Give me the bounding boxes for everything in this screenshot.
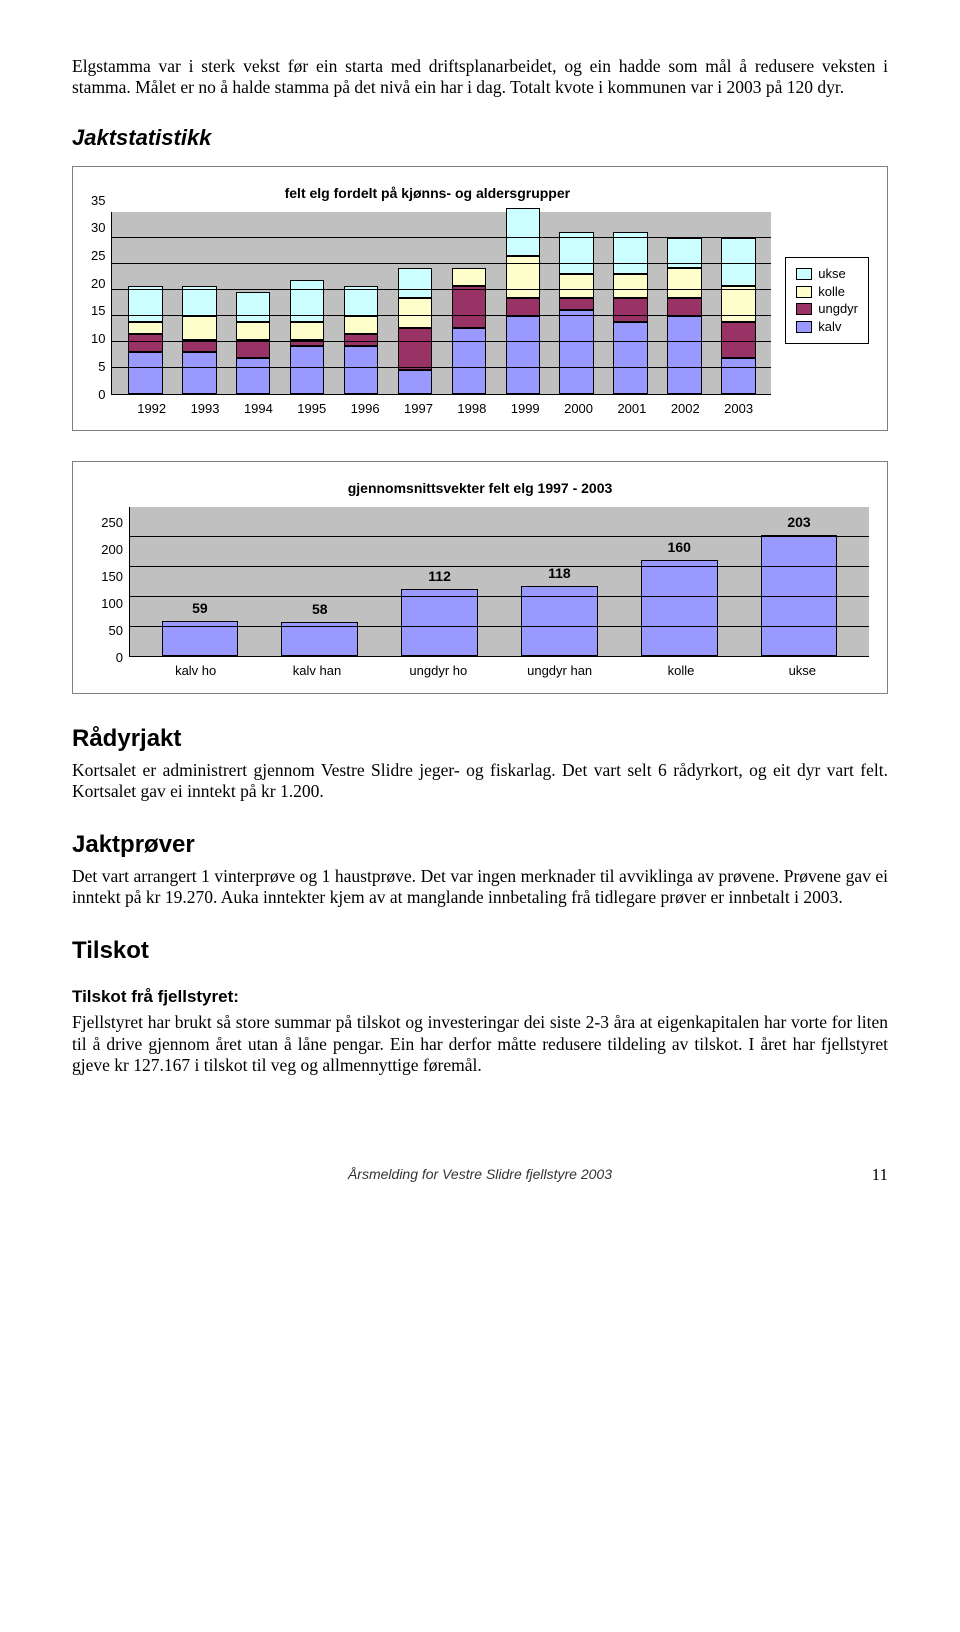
legend-kalv: kalv — [796, 319, 858, 335]
bar-ungdyr-ho: 112 — [380, 589, 500, 656]
chart1-x-axis: 1992199319941995199619971998199920002001… — [119, 395, 771, 417]
heading-jaktprover: Jaktprøver — [72, 830, 888, 859]
chart-avg-weights: gjennomsnittsvekter felt elg 1997 - 2003… — [72, 461, 888, 694]
page-footer: Årsmelding for Vestre Slidre fjellstyre … — [72, 1166, 888, 1183]
legend-ukse: ukse — [796, 266, 858, 282]
bar-1994 — [226, 292, 280, 394]
chart1-title: felt elg fordelt på kjønns- og aldersgru… — [83, 185, 771, 202]
heading-jaktstatistikk: Jaktstatistikk — [72, 125, 888, 152]
bar-2001 — [604, 232, 658, 394]
legend-kolle: kolle — [796, 284, 858, 300]
chart2-title: gjennomsnittsvekter felt elg 1997 - 2003 — [91, 480, 869, 497]
bar-1998 — [442, 268, 496, 394]
bar-1997 — [388, 268, 442, 394]
heading-radyrjakt: Rådyrjakt — [72, 724, 888, 753]
chart1-y-axis: 35302520151050 — [91, 185, 111, 395]
bar-1996 — [334, 286, 388, 394]
bar-1995 — [280, 280, 334, 394]
jaktprover-paragraph: Det vart arrangert 1 vinterprøve og 1 ha… — [72, 866, 888, 909]
legend-ungdyr: ungdyr — [796, 301, 858, 317]
chart1-legend: ukse kolleungdyr kalv — [785, 257, 869, 344]
page-number: 11 — [872, 1165, 888, 1186]
chart2-y-axis: 250200150100500 — [91, 507, 129, 657]
bar-1992 — [118, 286, 172, 394]
bar-kalv-han: 58 — [260, 622, 380, 657]
bar-kolle: 160 — [619, 560, 739, 656]
heading-tilskot: Tilskot — [72, 936, 888, 965]
intro-paragraph: Elgstamma var i sterk vekst før ein star… — [72, 56, 888, 99]
bar-2000 — [550, 232, 604, 394]
chart1-plot — [111, 212, 771, 395]
subheading-tilskot: Tilskot frå fjellstyret: — [72, 987, 888, 1008]
chart2-plot: 5958112118160203 — [129, 507, 869, 657]
radyrjakt-paragraph: Kortsalet er administrert gjennom Vestre… — [72, 760, 888, 803]
footer-text: Årsmelding for Vestre Slidre fjellstyre … — [348, 1166, 612, 1182]
chart2-x-axis: kalv hokalv hanungdyr houngdyr hankolleu… — [129, 657, 869, 679]
tilskot-paragraph: Fjellstyret har brukt så store summar på… — [72, 1012, 888, 1076]
bar-1993 — [172, 286, 226, 394]
chart-stacked-bars: 35302520151050 felt elg fordelt på kjønn… — [72, 166, 888, 432]
